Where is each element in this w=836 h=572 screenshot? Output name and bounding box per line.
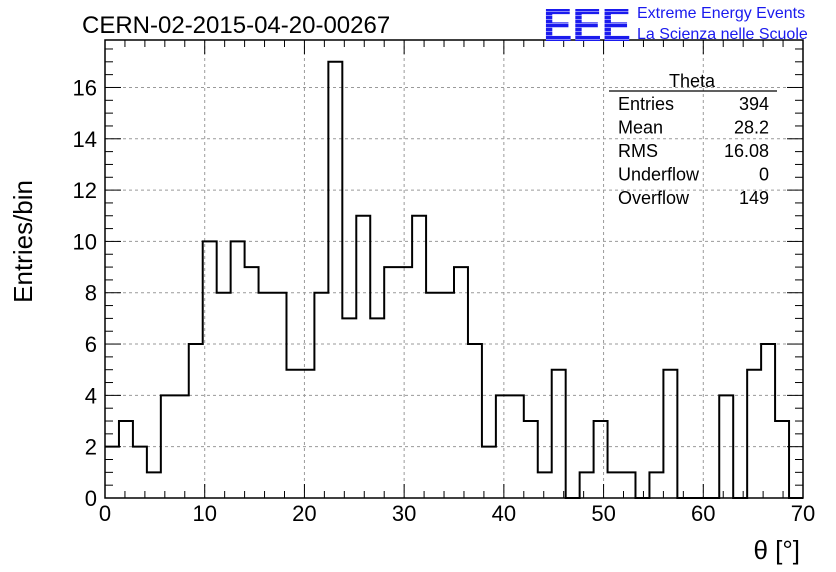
chart-title: CERN-02-2015-04-20-00267	[82, 12, 390, 39]
stats-row-value: 0	[759, 165, 769, 185]
eee-logo-letters: EEE	[543, 0, 631, 51]
x-tick-label: 50	[591, 501, 615, 526]
y-axis-label: Entries/bin	[8, 180, 38, 303]
histogram-line	[105, 60, 803, 499]
y-tick-label: 16	[73, 75, 97, 100]
x-tick-label: 30	[392, 501, 416, 526]
x-tick-label: 0	[99, 501, 111, 526]
stats-row-label: Overflow	[618, 188, 690, 208]
logo-line-2: La Scienza nelle Scuole	[637, 26, 808, 43]
y-tick-labels: 0 2 4 6 8 10 12 14 16	[73, 75, 97, 511]
y-tick-label: 14	[73, 127, 97, 152]
y-tick-label: 0	[85, 486, 97, 511]
y-tick-label: 12	[73, 178, 97, 203]
stats-row-value: 394	[739, 94, 769, 114]
y-tick-label: 10	[73, 229, 97, 254]
axis-ticks	[104, 40, 804, 499]
stats-row-value: 28.2	[734, 118, 769, 138]
x-tick-label: 40	[492, 501, 516, 526]
stats-row-value: 149	[739, 188, 769, 208]
stats-row-value: 16.08	[724, 141, 769, 161]
y-tick-label: 8	[85, 281, 97, 306]
x-tick-label: 60	[691, 501, 715, 526]
grid-lines	[105, 40, 803, 498]
stats-row-label: Entries	[618, 94, 674, 114]
x-tick-labels: 0 10 20 30 40 50 60 70	[99, 501, 815, 526]
eee-logo-mark: EEE	[543, 0, 631, 51]
x-tick-label: 70	[791, 501, 815, 526]
x-tick-label: 20	[292, 501, 316, 526]
stats-box: Theta Entries 394 Mean 28.2 RMS 16.08 Underflo…	[609, 71, 777, 208]
x-tick-label: 10	[192, 501, 216, 526]
stats-row-label: Mean	[618, 118, 663, 138]
stats-rows: Entries 394 Mean 28.2 RMS 16.08 Underflow 0 Over…	[618, 94, 769, 208]
x-axis-label: θ [°]	[753, 535, 800, 565]
eee-logo: EEE Extreme Energy Events La Scienza nel…	[543, 0, 808, 51]
stats-row-label: RMS	[618, 141, 658, 161]
y-tick-label: 4	[85, 383, 97, 408]
stats-title: Theta	[669, 71, 716, 91]
plot-frame	[104, 39, 804, 499]
y-tick-label: 6	[85, 332, 97, 357]
logo-line-1: Extreme Energy Events	[637, 5, 805, 22]
y-tick-label: 2	[85, 435, 97, 460]
stats-row-label: Underflow	[618, 165, 700, 185]
